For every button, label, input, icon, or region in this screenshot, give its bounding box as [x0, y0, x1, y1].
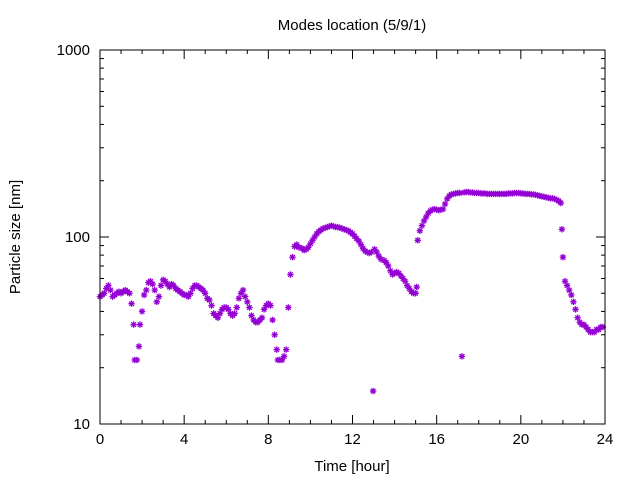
data-point	[599, 323, 607, 331]
data-point	[273, 346, 280, 353]
data-point	[241, 293, 249, 300]
data-point	[246, 304, 253, 311]
data-point	[216, 310, 224, 317]
data-point	[143, 286, 150, 294]
data-point	[140, 291, 148, 299]
data-point	[202, 290, 209, 297]
data-point	[283, 346, 290, 353]
data-point	[439, 205, 447, 213]
data-points	[96, 188, 607, 395]
data-point	[151, 286, 158, 294]
data-point	[231, 310, 238, 317]
tick-labels: 0 4 8 12 16 20 24 10 100 1000	[57, 42, 614, 448]
data-point	[153, 298, 161, 306]
data-point	[385, 262, 392, 270]
data-point	[568, 291, 575, 299]
data-point	[271, 331, 278, 338]
data-point	[558, 226, 566, 233]
y-tick-label: 10	[73, 416, 90, 433]
data-point	[287, 271, 294, 278]
data-point	[101, 290, 108, 297]
data-point	[157, 282, 165, 289]
data-point	[155, 293, 163, 300]
data-point	[369, 387, 377, 395]
data-point	[414, 237, 421, 244]
data-point	[570, 298, 577, 306]
data-point	[267, 302, 274, 309]
data-point	[206, 296, 213, 304]
data-point	[566, 286, 573, 294]
data-point	[136, 321, 144, 328]
y-tick-label: 100	[65, 229, 90, 246]
x-tick-label: 16	[428, 431, 445, 448]
data-point	[128, 300, 135, 307]
data-point	[189, 285, 196, 292]
x-tick-label: 20	[512, 431, 529, 448]
data-point	[280, 353, 288, 360]
data-point	[412, 290, 419, 297]
data-point	[269, 316, 276, 324]
data-point	[138, 308, 146, 315]
data-point	[235, 295, 243, 302]
plot-frame	[99, 49, 606, 425]
y-tick-label: 1000	[57, 42, 90, 59]
data-point	[133, 356, 141, 364]
data-point	[258, 314, 266, 321]
data-point	[559, 253, 567, 261]
y-axis-label: Particle size [nm]	[7, 180, 24, 294]
data-point	[149, 280, 156, 288]
data-point	[135, 343, 143, 350]
data-point	[416, 227, 424, 234]
data-point	[126, 290, 133, 297]
x-tick-label: 4	[180, 431, 188, 448]
data-point	[557, 199, 565, 207]
data-point	[413, 283, 420, 291]
data-point	[572, 306, 579, 313]
data-point	[239, 286, 247, 294]
data-point	[208, 302, 215, 309]
chart-title: Modes location (5/9/1)	[278, 17, 426, 34]
x-tick-label: 0	[96, 431, 104, 448]
data-point	[285, 304, 292, 311]
x-tick-label: 12	[344, 431, 361, 448]
data-point	[418, 222, 426, 229]
data-point	[244, 298, 251, 306]
data-point	[458, 353, 466, 360]
data-point	[233, 304, 240, 311]
data-point	[441, 200, 449, 208]
x-tick-label: 8	[264, 431, 272, 448]
x-tick-label: 24	[597, 431, 614, 448]
x-axis-label: Time [hour]	[314, 458, 389, 475]
data-point	[289, 253, 296, 261]
data-point	[130, 321, 137, 328]
data-point	[107, 286, 114, 294]
